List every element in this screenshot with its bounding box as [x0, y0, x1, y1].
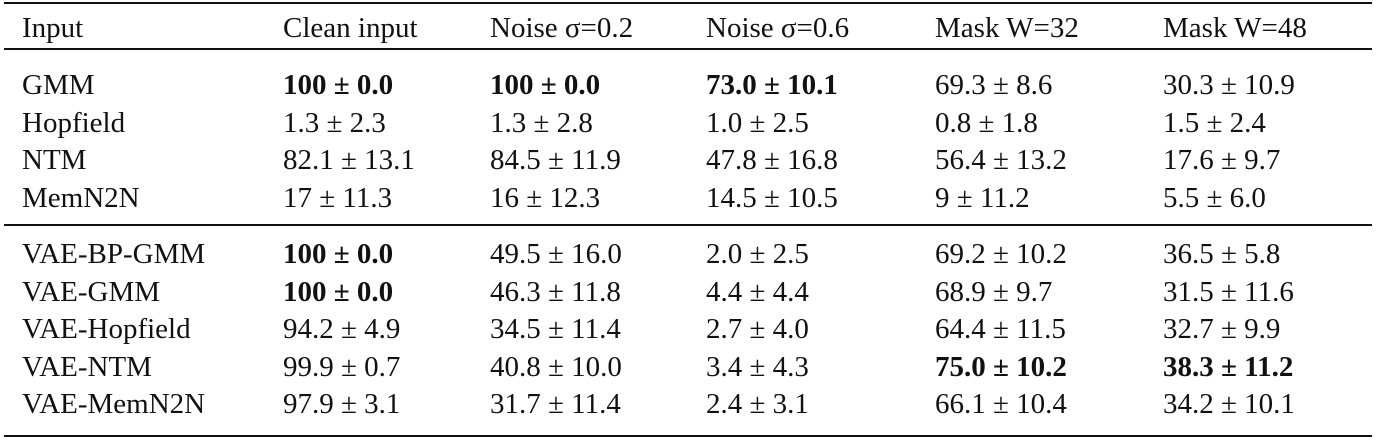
value-cell: 100 ± 0.0 — [283, 238, 394, 270]
value-cell: 100 ± 0.0 — [283, 69, 394, 101]
value-cell: 69.2 ± 10.2 — [935, 238, 1067, 270]
header-cell: Mask W=48 — [1163, 12, 1307, 44]
header-cell: Noise σ=0.6 — [706, 12, 850, 44]
row-label: VAE-Hopfield — [22, 313, 191, 346]
value-cell: 40.8 ± 10.0 — [490, 350, 622, 383]
value-cell: 47.8 ± 16.8 — [706, 144, 838, 177]
value-cell: 38.3 ± 11.2 — [1163, 350, 1294, 383]
value-cell: 0.8 ± 1.8 — [935, 106, 1038, 139]
value-cell: 84.5 ± 11.9 — [490, 144, 621, 177]
value-cell: 68.9 ± 9.7 — [935, 275, 1053, 308]
value-cell: 69.3 ± 8.6 — [935, 69, 1053, 101]
value-cell: 64.4 ± 11.5 — [935, 313, 1066, 346]
value-cell: 75.0 ± 10.2 — [935, 350, 1067, 383]
row-label: MemN2N — [22, 181, 140, 214]
value-cell: 34.5 ± 11.4 — [490, 313, 621, 346]
group-rule — [4, 224, 1372, 226]
value-cell: 97.9 ± 3.1 — [283, 388, 401, 421]
row-label: VAE-BP-GMM — [22, 238, 206, 270]
value-cell: 66.1 ± 10.4 — [935, 388, 1067, 421]
row-label: VAE-NTM — [22, 350, 152, 383]
value-cell: 94.2 ± 4.9 — [283, 313, 401, 346]
value-cell: 17.6 ± 9.7 — [1163, 144, 1281, 177]
value-cell: 32.7 ± 9.9 — [1163, 313, 1281, 346]
value-cell: 2.0 ± 2.5 — [706, 238, 809, 270]
value-cell: 17 ± 11.3 — [283, 181, 393, 214]
value-cell: 49.5 ± 16.0 — [490, 238, 622, 270]
top-rule — [4, 2, 1372, 4]
value-cell: 82.1 ± 13.1 — [283, 144, 415, 177]
value-cell: 5.5 ± 6.0 — [1163, 181, 1266, 214]
value-cell: 30.3 ± 10.9 — [1163, 69, 1295, 101]
header-rule — [4, 48, 1372, 50]
value-cell: 2.4 ± 3.1 — [706, 388, 809, 421]
value-cell: 1.0 ± 2.5 — [706, 106, 809, 139]
header-cell: Noise σ=0.2 — [490, 12, 634, 44]
value-cell: 2.7 ± 4.0 — [706, 313, 809, 346]
row-label: NTM — [22, 144, 87, 177]
value-cell: 100 ± 0.0 — [490, 69, 601, 101]
value-cell: 9 ± 11.2 — [935, 181, 1030, 214]
value-cell: 1.3 ± 2.8 — [490, 106, 593, 139]
value-cell: 1.5 ± 2.4 — [1163, 106, 1266, 139]
value-cell: 34.2 ± 10.1 — [1163, 388, 1295, 421]
row-label: Hopfield — [22, 106, 126, 139]
value-cell: 14.5 ± 10.5 — [706, 181, 838, 214]
value-cell: 4.4 ± 4.4 — [706, 275, 809, 308]
value-cell: 46.3 ± 11.8 — [490, 275, 621, 308]
value-cell: 31.7 ± 11.4 — [490, 388, 621, 421]
value-cell: 73.0 ± 10.1 — [706, 69, 838, 101]
value-cell: 36.5 ± 5.8 — [1163, 238, 1281, 270]
value-cell: 100 ± 0.0 — [283, 275, 394, 308]
value-cell: 99.9 ± 0.7 — [283, 350, 401, 383]
row-label: GMM — [22, 69, 95, 101]
row-label: VAE-MemN2N — [22, 388, 206, 421]
row-label: VAE-GMM — [22, 275, 161, 308]
value-cell: 1.3 ± 2.3 — [283, 106, 386, 139]
header-cell: Clean input — [283, 12, 418, 44]
value-cell: 31.5 ± 11.6 — [1163, 275, 1294, 308]
value-cell: 56.4 ± 13.2 — [935, 144, 1067, 177]
header-cell: Mask W=32 — [935, 12, 1079, 44]
bottom-rule — [4, 435, 1372, 437]
header-cell: Input — [22, 12, 84, 44]
value-cell: 3.4 ± 4.3 — [706, 350, 809, 383]
value-cell: 16 ± 12.3 — [490, 181, 601, 214]
